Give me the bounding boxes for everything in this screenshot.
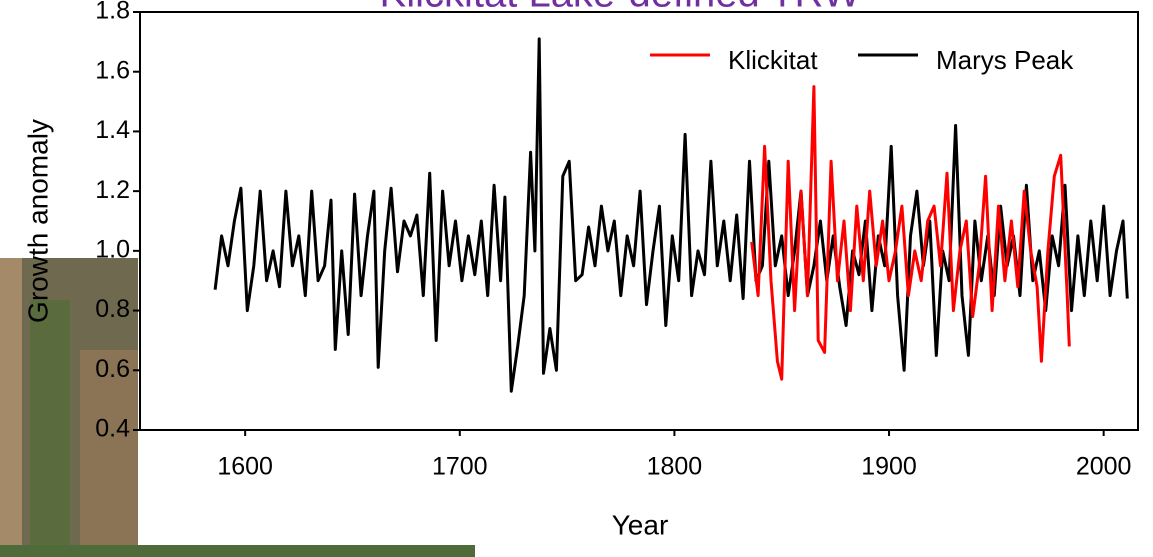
x-tick-label: 2000 [1076,453,1132,481]
y-tick-label: 1.0 [95,235,130,263]
y-tick-label: 1.4 [95,116,130,144]
x-tick-label: 1600 [217,453,273,481]
x-tick-label: 1700 [432,453,488,481]
data-line [213,37,1129,393]
x-tick-label: 1900 [861,453,917,481]
data-line [750,85,1071,381]
y-tick-label: 1.2 [95,176,130,204]
y-tick-label: 0.4 [95,415,130,443]
legend-label: Klickitat [728,45,818,75]
background-photo [0,258,475,557]
chart-title: Klickitat Lake-defined TRW [380,0,861,16]
axes-frame [139,11,1139,431]
y-tick-label: 0.8 [95,295,130,323]
y-tick-label: 1.8 [95,0,130,25]
x-tick-label: 1800 [647,453,703,481]
y-axis-label: Growth anomaly [22,119,53,323]
legend-label: Marys Peak [936,45,1074,75]
y-tick-label: 0.6 [95,355,130,383]
y-tick-label: 1.6 [95,56,130,84]
x-axis-label: Year [612,509,669,540]
